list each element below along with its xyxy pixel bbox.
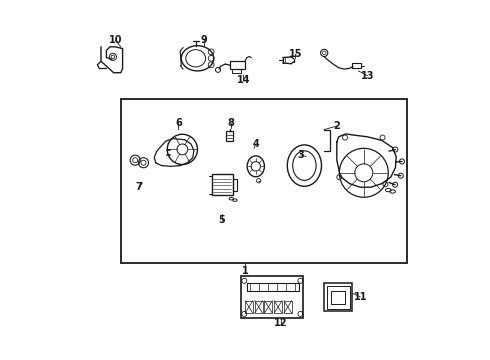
Text: 13: 13: [361, 71, 374, 81]
Bar: [327, 286, 350, 309]
Text: 3: 3: [297, 150, 304, 160]
Bar: [324, 283, 352, 311]
Bar: [212, 174, 233, 195]
Text: 7: 7: [135, 182, 142, 192]
Text: 5: 5: [218, 215, 225, 225]
Bar: [247, 283, 299, 291]
Bar: [245, 301, 253, 313]
Text: 15: 15: [289, 49, 302, 59]
Text: 9: 9: [200, 35, 207, 45]
Bar: [331, 291, 345, 304]
Text: 4: 4: [252, 139, 259, 149]
Bar: [255, 301, 263, 313]
Bar: [226, 131, 233, 141]
Text: 8: 8: [227, 118, 234, 128]
Text: 2: 2: [333, 121, 340, 131]
Text: 12: 12: [274, 318, 288, 328]
Text: 11: 11: [353, 292, 367, 302]
Text: 14: 14: [237, 75, 250, 85]
Text: 6: 6: [175, 118, 182, 128]
Bar: [265, 301, 272, 313]
Bar: [242, 276, 303, 318]
Bar: [230, 61, 245, 69]
Bar: [232, 69, 242, 73]
Bar: [274, 301, 282, 313]
Text: 1: 1: [242, 266, 248, 276]
Bar: [352, 63, 361, 68]
Bar: [284, 301, 292, 313]
Text: 10: 10: [109, 35, 122, 45]
Bar: [121, 99, 407, 263]
Bar: [233, 179, 237, 191]
